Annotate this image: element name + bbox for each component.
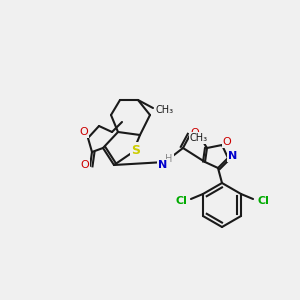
Text: O: O: [190, 128, 200, 138]
Text: Cl: Cl: [175, 196, 187, 206]
Text: CH₃: CH₃: [156, 105, 174, 115]
Text: O: O: [81, 160, 89, 170]
Text: O: O: [80, 127, 88, 137]
Text: H: H: [165, 154, 173, 164]
Text: N: N: [228, 151, 238, 161]
Text: N: N: [158, 160, 168, 170]
Text: CH₃: CH₃: [190, 133, 208, 143]
Text: Cl: Cl: [257, 196, 269, 206]
Text: S: S: [131, 143, 140, 157]
Text: O: O: [223, 137, 231, 147]
